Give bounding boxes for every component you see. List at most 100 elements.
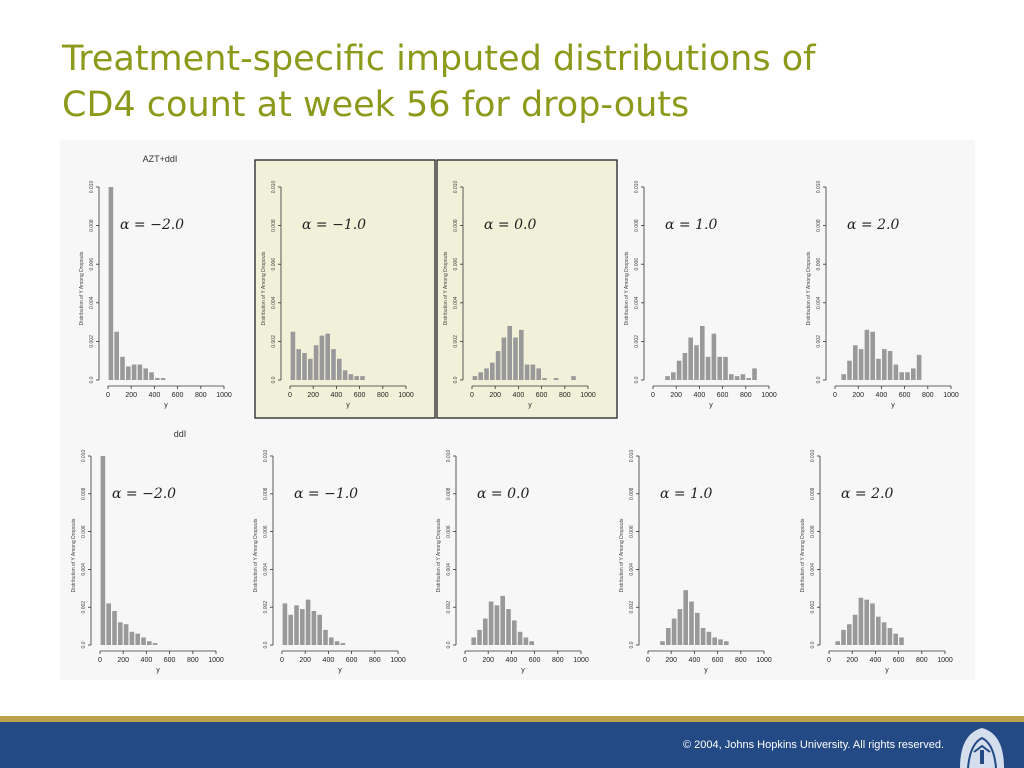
slide-title-line-1: Treatment-specific imputed distributions… <box>62 39 816 79</box>
y-axis-label: Distribution of Y Among Dropouts <box>443 251 449 325</box>
x-tick-label: 800 <box>559 392 571 399</box>
histogram-bar <box>483 618 488 645</box>
histogram-bar <box>141 637 146 645</box>
histogram-bar <box>323 629 328 645</box>
x-axis-label: y <box>338 667 342 674</box>
y-tick-label: 0.0 <box>629 641 635 648</box>
x-tick-label: 400 <box>323 657 335 664</box>
histogram-bar <box>666 627 671 645</box>
histogram-bar <box>899 637 904 645</box>
histogram-bar <box>294 605 299 645</box>
y-tick-label: 0.0 <box>89 376 95 383</box>
x-tick-label: 400 <box>149 392 161 399</box>
y-tick-label: 0.008 <box>634 219 640 232</box>
histogram-bar <box>734 376 740 380</box>
y-tick-label: 0.010 <box>81 450 87 463</box>
histogram-bar <box>348 374 354 380</box>
y-axis-label: Distribution of Y Among Dropouts <box>624 251 630 325</box>
y-tick-label: 0.010 <box>816 181 822 194</box>
y-tick-label: 0.004 <box>271 296 277 309</box>
histogram-bar <box>835 641 840 645</box>
x-tick-label: 0 <box>827 657 831 664</box>
histogram-bar <box>290 331 296 380</box>
x-tick-label: 200 <box>670 392 682 399</box>
histogram-bar <box>472 376 478 380</box>
histogram-bar <box>841 629 846 645</box>
histogram-bar <box>126 366 131 380</box>
histogram-bar <box>530 364 536 380</box>
histogram-bar <box>334 641 340 645</box>
y-tick-label: 0.0 <box>263 641 269 648</box>
histogram-panel: 0.0 0.002 0.004 0.006 0.008 0.010 Distribution… <box>79 181 232 409</box>
histogram-bar <box>717 356 722 380</box>
histogram-bar <box>342 370 348 380</box>
y-tick-label: 0.004 <box>263 563 269 576</box>
y-tick-label: 0.0 <box>816 376 822 383</box>
y-axis-label: Distribution of Y Among Dropouts <box>253 518 259 592</box>
alpha-annotation: α = −1.0 <box>302 217 366 233</box>
alpha-annotation: α = 2.0 <box>847 217 899 233</box>
histogram-grid-figure: AZT+ddI 0.0 0.002 0.004 0.006 0.008 0.010 Distr… <box>71 154 959 674</box>
alpha-annotation: α = −1.0 <box>294 486 358 502</box>
y-tick-label: 0.004 <box>89 296 95 309</box>
x-tick-label: 800 <box>369 657 381 664</box>
histogram-bar <box>729 374 734 380</box>
histogram-bar <box>752 368 757 380</box>
x-axis-label: y <box>346 402 350 409</box>
x-tick-label: 200 <box>852 392 864 399</box>
histogram-bar <box>308 358 313 380</box>
x-tick-label: 200 <box>117 657 129 664</box>
y-tick-label: 0.008 <box>263 487 269 500</box>
x-axis-label: y <box>521 667 525 674</box>
histogram-bar <box>478 372 483 380</box>
histogram-bar <box>542 378 547 380</box>
y-tick-label: 0.010 <box>629 450 635 463</box>
histogram-bar <box>671 372 676 380</box>
histogram-bar <box>114 331 119 380</box>
x-tick-label: 0 <box>651 392 655 399</box>
y-axis-label: Distribution of Y Among Dropouts <box>800 518 806 592</box>
y-tick-label: 0.002 <box>816 335 822 348</box>
x-tick-label: 400 <box>876 392 888 399</box>
histogram-bar <box>106 603 111 645</box>
histogram-bar <box>847 360 852 380</box>
y-tick-label: 0.006 <box>634 258 640 271</box>
row-label: AZT+ddI <box>143 154 178 164</box>
histogram-bar <box>852 614 858 645</box>
x-tick-label: 200 <box>846 657 858 664</box>
x-axis-label: y <box>709 402 713 409</box>
x-tick-label: 800 <box>922 392 934 399</box>
histogram-bar <box>876 616 881 645</box>
y-tick-label: 0.002 <box>629 601 635 614</box>
histogram-bar <box>517 631 523 645</box>
histogram-bar <box>123 624 129 645</box>
x-tick-label: 600 <box>712 657 724 664</box>
alpha-annotation: α = 1.0 <box>665 217 717 233</box>
x-tick-label: 600 <box>354 392 366 399</box>
y-tick-label: 0.002 <box>81 601 87 614</box>
y-axis-label: Distribution of Y Among Dropouts <box>436 518 442 592</box>
histogram-panel: 0.0 0.002 0.004 0.006 0.008 0.010 Distribution… <box>619 450 772 674</box>
histogram-bar <box>688 337 693 380</box>
histogram-bar <box>682 352 688 380</box>
histogram-bar <box>340 643 346 645</box>
x-tick-label: 800 <box>916 657 928 664</box>
histogram-bar <box>665 376 670 380</box>
histogram-bar <box>100 456 106 645</box>
histogram-bar <box>553 378 559 380</box>
histogram-bar <box>899 372 904 380</box>
alpha-annotation: α = 1.0 <box>660 486 712 502</box>
histogram-bar <box>529 641 534 645</box>
histogram-bar <box>705 356 711 380</box>
y-tick-label: 0.008 <box>446 487 452 500</box>
histogram-bar <box>490 362 495 380</box>
y-tick-label: 0.004 <box>634 296 640 309</box>
y-tick-label: 0.010 <box>810 450 816 463</box>
y-tick-label: 0.008 <box>453 219 459 232</box>
histogram-bar <box>847 624 852 645</box>
y-tick-label: 0.004 <box>81 563 87 576</box>
histogram-bar <box>282 603 288 645</box>
histogram-bar <box>671 618 677 645</box>
histogram-bar <box>302 352 307 380</box>
histogram-bar <box>155 378 160 380</box>
